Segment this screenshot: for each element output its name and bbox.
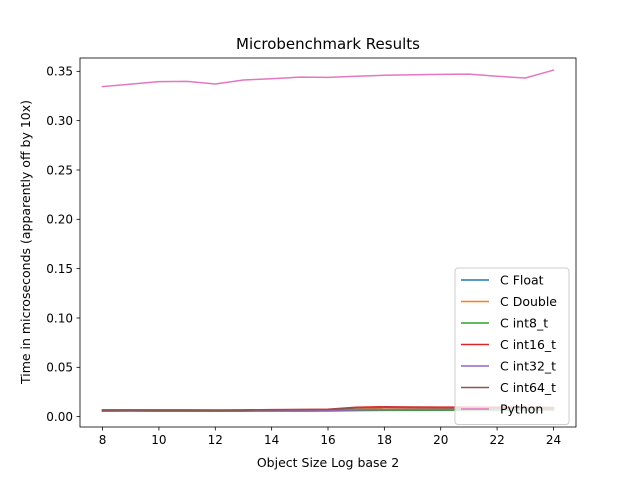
legend-label-3: C int16_t	[500, 337, 556, 352]
y-axis-title: Time in microseconds (apparently off by …	[18, 100, 33, 385]
x-tick-label: 12	[208, 433, 223, 447]
y-tick-label: 0.05	[46, 361, 73, 375]
x-tick-label: 18	[377, 433, 392, 447]
y-tick-label: 0.10	[46, 311, 73, 325]
legend-label-0: C Float	[500, 273, 544, 288]
x-tick-label: 20	[433, 433, 448, 447]
x-tick-label: 22	[489, 433, 504, 447]
legend: C Float C Double C int8_t C int16_t C int32_…	[454, 267, 570, 425]
y-tick-label: 0.35	[46, 65, 73, 79]
y-tick-label: 0.20	[46, 213, 73, 227]
x-tick-label: 10	[151, 433, 166, 447]
legend-box	[454, 267, 570, 425]
series-line-6	[101, 69, 555, 88]
plot-area: 8 10 12 14 16 18 20 22 24 0.00 0.05 0.10 0.15 0.20 0.2…	[46, 57, 577, 447]
x-tick-label: 24	[546, 433, 561, 447]
x-tick-label: 8	[99, 433, 107, 447]
legend-label-2: C int8_t	[500, 316, 548, 331]
legend-label-1: C Double	[500, 294, 557, 309]
legend-label-6: Python	[500, 402, 543, 417]
x-tick-label: 14	[264, 433, 279, 447]
y-tick-label: 0.00	[46, 410, 73, 424]
chart-title: Microbenchmark Results	[236, 35, 420, 53]
y-tick-label: 0.15	[46, 262, 73, 276]
y-tick-label: 0.30	[46, 114, 73, 128]
x-axis-title: Object Size Log base 2	[257, 455, 399, 470]
legend-label-5: C int64_t	[500, 380, 556, 395]
y-tick-label: 0.25	[46, 163, 73, 177]
x-tick-label: 16	[320, 433, 335, 447]
legend-label-4: C int32_t	[500, 359, 556, 374]
